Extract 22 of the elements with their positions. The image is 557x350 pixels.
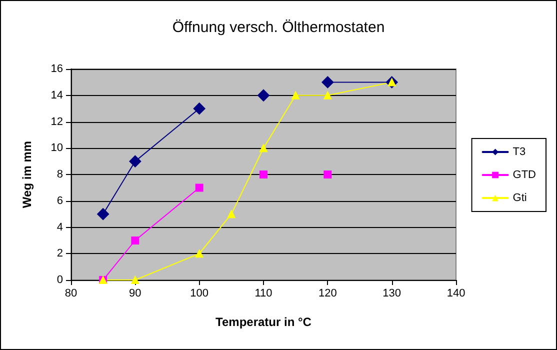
y-tick-label: 2 (56, 248, 63, 260)
y-tick-label: 0 (56, 274, 63, 286)
x-tick-label: 100 (190, 288, 209, 300)
chart-title: Öffnung versch. Ölthermostaten (172, 19, 385, 36)
y-tick-label: 4 (56, 221, 63, 234)
x-tick-label: 120 (318, 288, 337, 300)
y-tick-label: 6 (56, 194, 63, 207)
x-tick-label: 140 (446, 288, 466, 300)
legend-label: Gti (512, 192, 527, 204)
y-tick-label: 8 (56, 168, 63, 180)
y-axis-title: Weg im mm (20, 140, 34, 208)
y-tick-label: 16 (50, 63, 63, 75)
y-tick-label: 12 (50, 116, 63, 128)
x-tick-label: 110 (254, 288, 272, 300)
y-tick-label: 10 (50, 142, 63, 154)
legend-label: T3 (512, 146, 526, 158)
x-tick-label: 130 (382, 288, 402, 300)
x-axis-title: Temperatur in °C (216, 315, 312, 329)
x-tick-label: 90 (129, 288, 142, 300)
y-tick-label: 14 (50, 89, 63, 102)
x-tick-label: 80 (64, 288, 78, 300)
legend-label: GTD (512, 169, 536, 181)
